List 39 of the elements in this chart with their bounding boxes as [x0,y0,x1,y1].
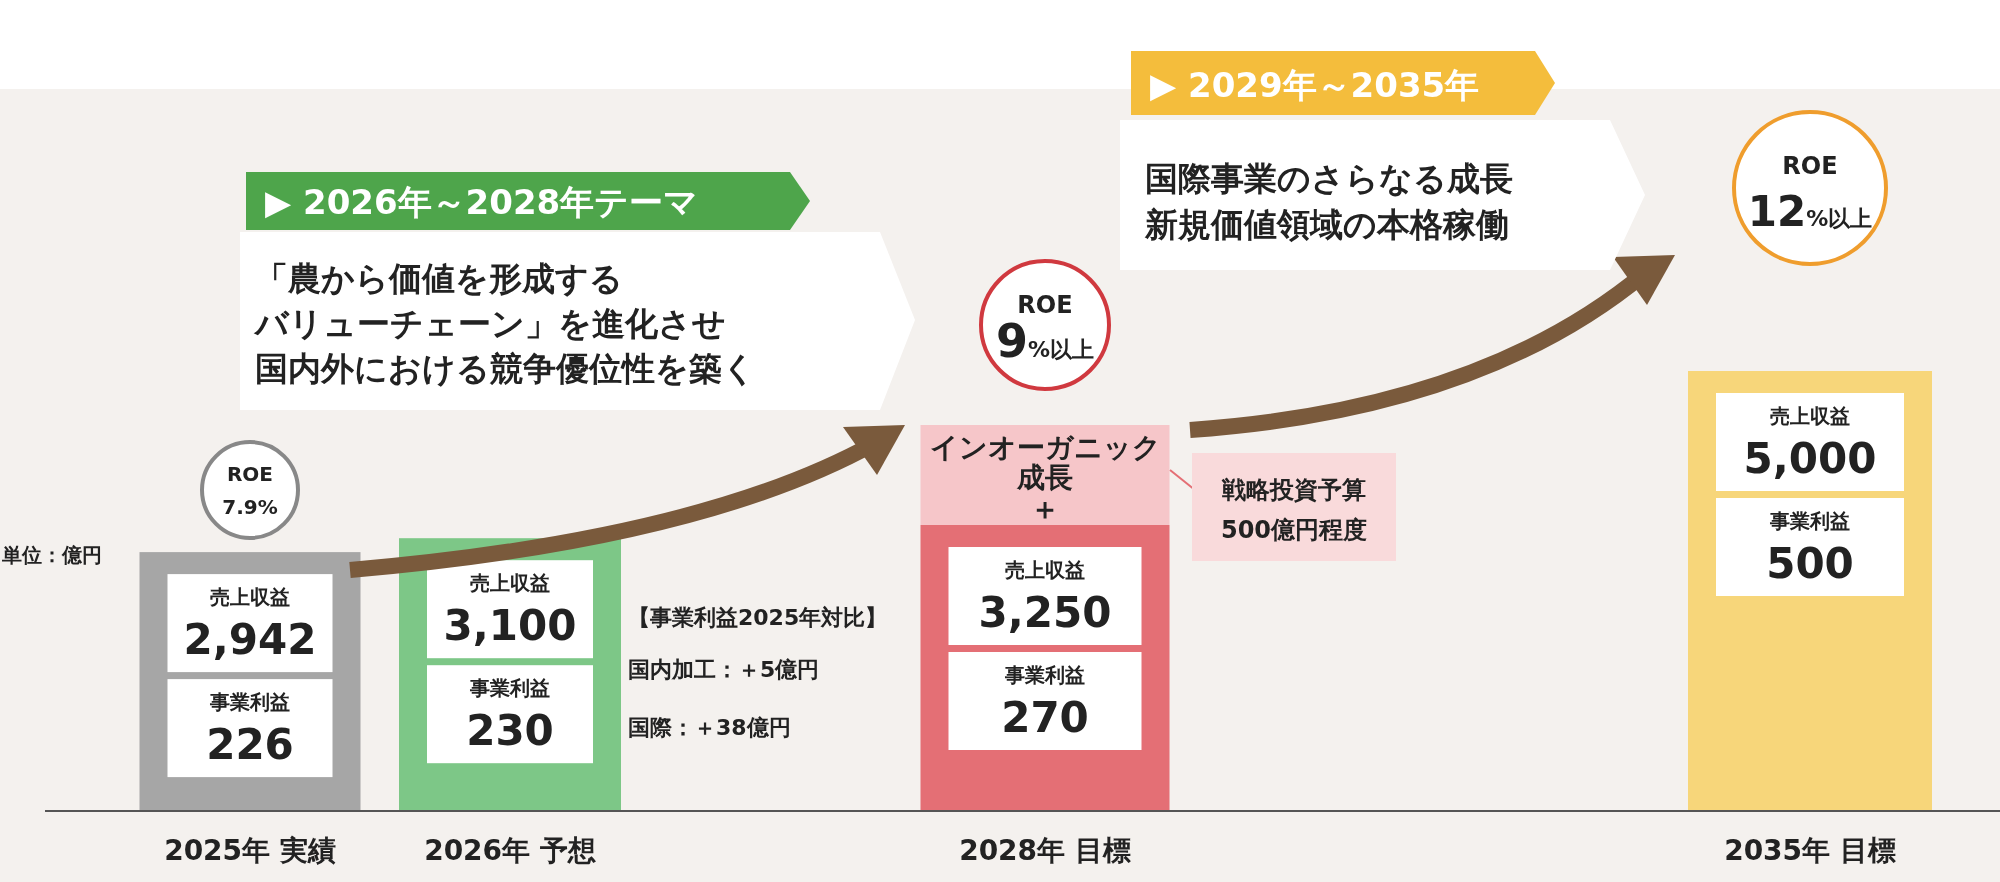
annotation: 戦略投資予算 [1221,476,1366,504]
text: ROE 9%以上 [995,291,1095,368]
data-label: 3,100 [443,601,577,651]
text: 「農から価値を形成する [255,259,623,298]
annotation: 売上収益 [1770,404,1850,428]
annotation: 売上収益 [210,585,290,610]
annotation: 国際：＋38億円 [628,715,791,740]
text: 国際事業のさらなる成長 [1145,159,1513,198]
annotation: ROE 7.9% [222,462,278,519]
x-tick-label: 2028年 目標 [959,834,1131,867]
annotation: 成長 [1016,461,1073,494]
data-label: 5,000 [1743,434,1877,483]
annotation: 売上収益 [470,571,550,596]
x-tick-label: 2026年 予想 [424,834,596,867]
annotation: 230 [466,706,554,756]
annotation: 売上収益 [1005,558,1085,582]
annotation: 500億円程度 [1220,516,1368,544]
annotation: 国内加工：＋5億円 [628,657,820,682]
x-tick-label: 2025年 実績 [164,834,336,867]
text: 新規価値領域の本格稼働 [1144,205,1509,244]
annotation: 国内外における競争優位性を築く [255,349,756,388]
text: ROE 12%以上 [1747,152,1873,236]
annotation: 【事業利益2025年対比】 [628,605,888,630]
annotation: 226 [206,720,294,770]
annotation: 270 [1001,693,1089,742]
x-tick-label: 2035年 目標 [1724,834,1896,867]
annotation: 単位：億円 [1,543,102,567]
data-label: 2,942 [183,615,317,665]
text: ▶ 2029年～2035年 [1150,65,1480,105]
annotation: 事業利益 [209,690,290,715]
annotation: 事業利益 [469,676,550,701]
annotation: 500 [1766,539,1854,588]
text: バリューチェーン」を進化させ [253,304,726,343]
annotation: インオーガニック [929,431,1161,464]
data-label: 3,250 [978,588,1112,637]
annotation: 事業利益 [1004,663,1085,687]
annotation: 事業利益 [1769,509,1850,533]
text: ▶ 2026年～2028年テーマ [265,182,699,222]
annotation: ＋ [1030,491,1060,526]
